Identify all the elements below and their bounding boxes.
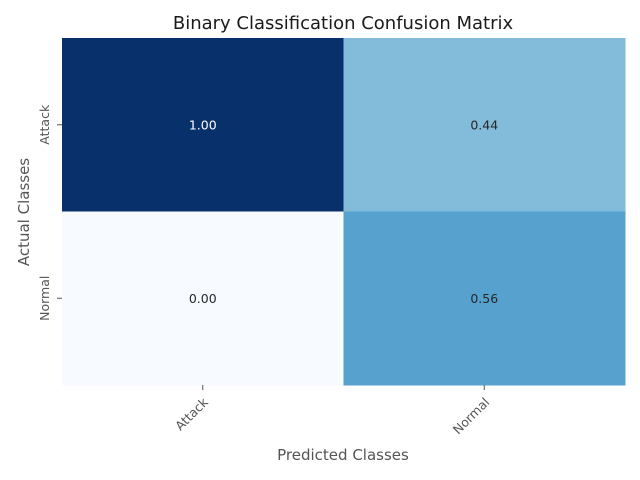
y-tick-label: Normal <box>37 276 52 321</box>
x-tick-label: Attack <box>172 394 211 433</box>
y-tick-label: Attack <box>37 104 52 145</box>
heatmap-cell-value: 0.56 <box>470 291 498 306</box>
heatmap-cell <box>343 38 626 212</box>
y-axis-ticks: Attack Normal <box>37 104 62 321</box>
chart-title: Binary Classification Confusion Matrix <box>173 13 514 34</box>
y-axis-label: Actual Classes <box>15 158 33 266</box>
heatmap-cell-value: 0.44 <box>470 117 498 132</box>
x-tick-label: Normal <box>450 395 493 438</box>
heatmap-cell <box>62 211 344 386</box>
heatmap-cell-labels: 1.00 0.44 0.00 0.56 <box>189 117 498 306</box>
heatmap-cell <box>62 38 344 212</box>
heatmap-cell-value: 0.00 <box>189 291 217 306</box>
x-axis-ticks: Attack Normal <box>172 385 492 437</box>
heatmap-cells <box>62 38 626 386</box>
x-axis-label: Predicted Classes <box>277 446 409 464</box>
heatmap-cell <box>343 211 626 386</box>
heatmap-cell-value: 1.00 <box>189 117 217 132</box>
